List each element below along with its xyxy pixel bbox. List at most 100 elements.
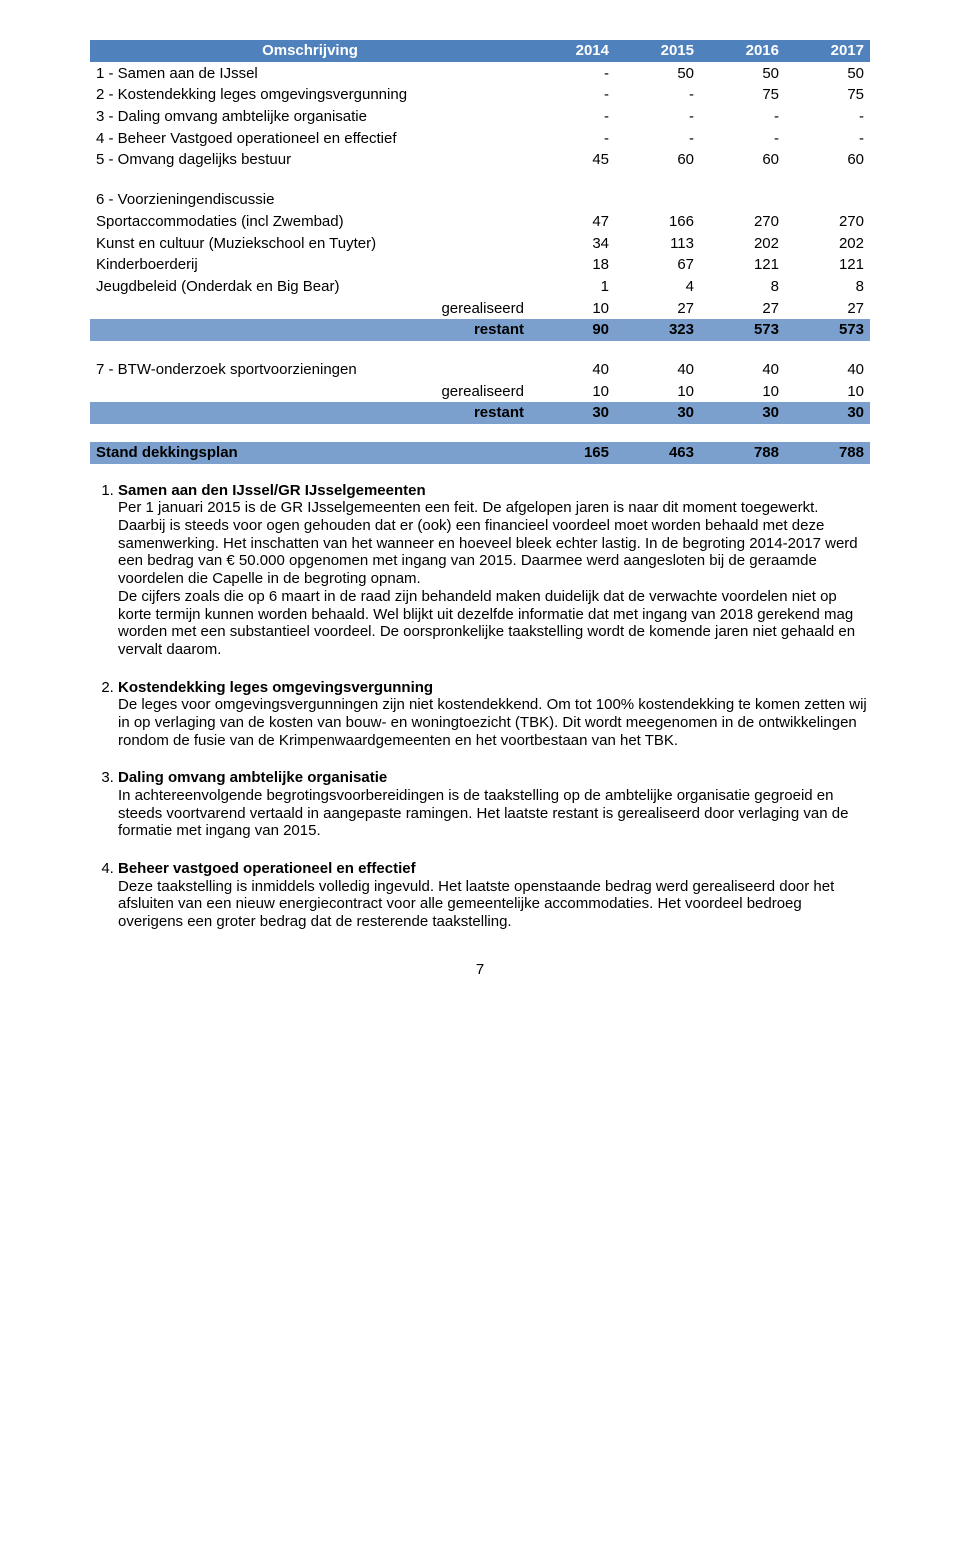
row-value: 27 xyxy=(785,298,870,320)
section-item: Daling omvang ambtelijke organisatieIn a… xyxy=(118,769,870,840)
table-row: Jeugdbeleid (Onderdak en Big Bear)1488 xyxy=(90,276,870,298)
section-item: Samen aan den IJssel/GR IJsselgemeentenP… xyxy=(118,482,870,659)
section-body: De leges voor omgevingsvergunningen zijn… xyxy=(118,696,870,749)
row-label: gerealiseerd xyxy=(90,298,530,320)
row-label: 6 - Voorzieningendiscussie xyxy=(90,189,530,211)
section-item: Beheer vastgoed operationeel en effectie… xyxy=(118,860,870,931)
row-value: 40 xyxy=(615,359,700,381)
row-value: 573 xyxy=(700,319,785,341)
row-value: 75 xyxy=(700,84,785,106)
row-value: 323 xyxy=(615,319,700,341)
col-header-2016: 2016 xyxy=(700,40,785,62)
row-value: - xyxy=(530,84,615,106)
row-value: 573 xyxy=(785,319,870,341)
row-value: 165 xyxy=(530,442,615,464)
row-label: 1 - Samen aan de IJssel xyxy=(90,62,530,84)
table-row: gerealiseerd10272727 xyxy=(90,298,870,320)
table-row: Kunst en cultuur (Muziekschool en Tuyter… xyxy=(90,233,870,255)
row-label: 4 - Beheer Vastgoed operationeel en effe… xyxy=(90,128,530,150)
row-value: 60 xyxy=(615,149,700,171)
section-body: In achtereenvolgende begrotingsvoorberei… xyxy=(118,787,870,840)
row-value: 40 xyxy=(700,359,785,381)
section-title: Kostendekking leges omgevingsvergunning xyxy=(118,679,870,697)
row-value: 34 xyxy=(530,233,615,255)
row-value: 90 xyxy=(530,319,615,341)
table-row: 4 - Beheer Vastgoed operationeel en effe… xyxy=(90,128,870,150)
table-row: Sportaccommodaties (incl Zwembad)4716627… xyxy=(90,211,870,233)
row-label: 7 - BTW-onderzoek sportvoorzieningen xyxy=(90,359,530,381)
table-row: gerealiseerd10101010 xyxy=(90,381,870,403)
table-row: Stand dekkingsplan165463788788 xyxy=(90,442,870,464)
table-row: Kinderboerderij1867121121 xyxy=(90,254,870,276)
row-value: 121 xyxy=(700,254,785,276)
row-value: 40 xyxy=(530,359,615,381)
row-value xyxy=(785,189,870,211)
row-value: 10 xyxy=(785,381,870,403)
row-value xyxy=(530,189,615,211)
row-value: 113 xyxy=(615,233,700,255)
row-value: 30 xyxy=(530,402,615,424)
table-row: 2 - Kostendekking leges omgevingsvergunn… xyxy=(90,84,870,106)
row-value: 4 xyxy=(615,276,700,298)
table-row: restant90323573573 xyxy=(90,319,870,341)
row-label: Stand dekkingsplan xyxy=(90,442,530,464)
row-value: 202 xyxy=(700,233,785,255)
col-header-2015: 2015 xyxy=(615,40,700,62)
section-body: Per 1 januari 2015 is de GR IJsselgemeen… xyxy=(118,499,870,658)
row-value: 202 xyxy=(785,233,870,255)
row-value: - xyxy=(530,62,615,84)
row-label: Kinderboerderij xyxy=(90,254,530,276)
table-row: restant30303030 xyxy=(90,402,870,424)
row-value: - xyxy=(530,128,615,150)
row-value: 10 xyxy=(530,298,615,320)
table-spacer xyxy=(90,341,870,359)
table-row: 1 - Samen aan de IJssel-505050 xyxy=(90,62,870,84)
col-header-2014: 2014 xyxy=(530,40,615,62)
row-value: - xyxy=(530,106,615,128)
row-value: 121 xyxy=(785,254,870,276)
row-value: 40 xyxy=(785,359,870,381)
row-value: - xyxy=(785,128,870,150)
table-row: 6 - Voorzieningendiscussie xyxy=(90,189,870,211)
table-body: 1 - Samen aan de IJssel-5050502 - Kosten… xyxy=(90,62,870,464)
row-label: Sportaccommodaties (incl Zwembad) xyxy=(90,211,530,233)
row-value: 18 xyxy=(530,254,615,276)
dekkingsplan-table: Omschrijving 2014 2015 2016 2017 1 - Sam… xyxy=(90,40,870,464)
row-value: 27 xyxy=(700,298,785,320)
page-number: 7 xyxy=(90,961,870,979)
row-value: - xyxy=(785,106,870,128)
row-label: restant xyxy=(90,319,530,341)
row-value: 8 xyxy=(785,276,870,298)
col-header-omschrijving: Omschrijving xyxy=(90,40,530,62)
table-spacer xyxy=(90,171,870,189)
row-value: 47 xyxy=(530,211,615,233)
row-value xyxy=(700,189,785,211)
row-value: 166 xyxy=(615,211,700,233)
row-label: 3 - Daling omvang ambtelijke organisatie xyxy=(90,106,530,128)
row-value: 50 xyxy=(615,62,700,84)
table-row: 5 - Omvang dagelijks bestuur45606060 xyxy=(90,149,870,171)
row-value: 50 xyxy=(700,62,785,84)
row-value: 270 xyxy=(785,211,870,233)
section-item: Kostendekking leges omgevingsvergunningD… xyxy=(118,679,870,750)
row-value: - xyxy=(615,128,700,150)
row-value: 60 xyxy=(700,149,785,171)
row-value: 1 xyxy=(530,276,615,298)
row-label: 5 - Omvang dagelijks bestuur xyxy=(90,149,530,171)
section-title: Samen aan den IJssel/GR IJsselgemeenten xyxy=(118,482,870,500)
row-value: 45 xyxy=(530,149,615,171)
section-body: Deze taakstelling is inmiddels volledig … xyxy=(118,878,870,931)
row-value: - xyxy=(615,106,700,128)
numbered-sections: Samen aan den IJssel/GR IJsselgemeentenP… xyxy=(90,482,870,931)
row-value: 50 xyxy=(785,62,870,84)
row-label: Kunst en cultuur (Muziekschool en Tuyter… xyxy=(90,233,530,255)
row-value xyxy=(615,189,700,211)
row-value: - xyxy=(700,128,785,150)
section-title: Daling omvang ambtelijke organisatie xyxy=(118,769,870,787)
row-value: 10 xyxy=(530,381,615,403)
row-value: 270 xyxy=(700,211,785,233)
row-value: 463 xyxy=(615,442,700,464)
row-value: 10 xyxy=(700,381,785,403)
row-value: 10 xyxy=(615,381,700,403)
row-value: 27 xyxy=(615,298,700,320)
